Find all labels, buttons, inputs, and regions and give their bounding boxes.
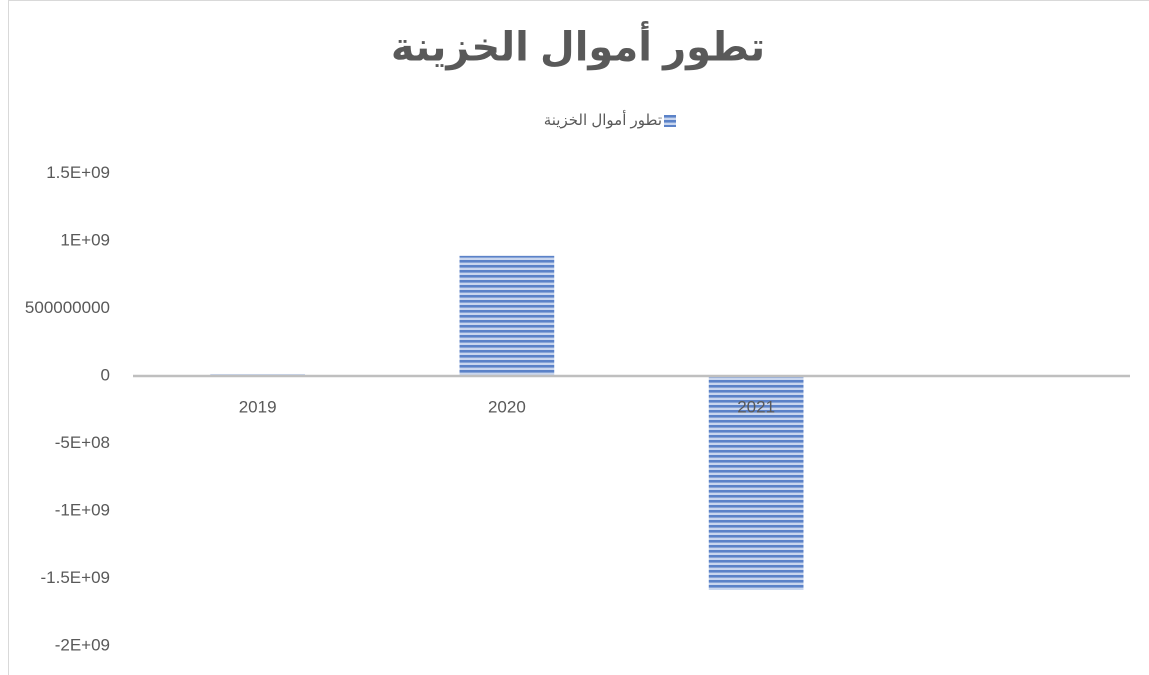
- legend-label: تطور أموال الخزينة: [544, 110, 662, 129]
- bar: [459, 255, 555, 376]
- y-tick-label: -1.5E+09: [41, 568, 110, 587]
- chart-title: تطور أموال الخزينة: [391, 21, 765, 71]
- y-tick-label: 1.5E+09: [46, 163, 110, 182]
- y-tick-label: 1E+09: [60, 230, 110, 249]
- y-tick-label: -2E+09: [55, 635, 110, 654]
- y-tick-label: -1E+09: [55, 500, 110, 519]
- bar: [708, 376, 804, 590]
- y-tick-label: 500000000: [25, 298, 110, 317]
- x-tick-label: 2020: [488, 397, 526, 416]
- y-tick-label: 0: [101, 365, 110, 384]
- x-tick-label: 2021: [737, 397, 775, 416]
- legend-swatch: [664, 115, 676, 127]
- y-tick-label: -5E+08: [55, 433, 110, 452]
- x-tick-label: 2019: [239, 397, 277, 416]
